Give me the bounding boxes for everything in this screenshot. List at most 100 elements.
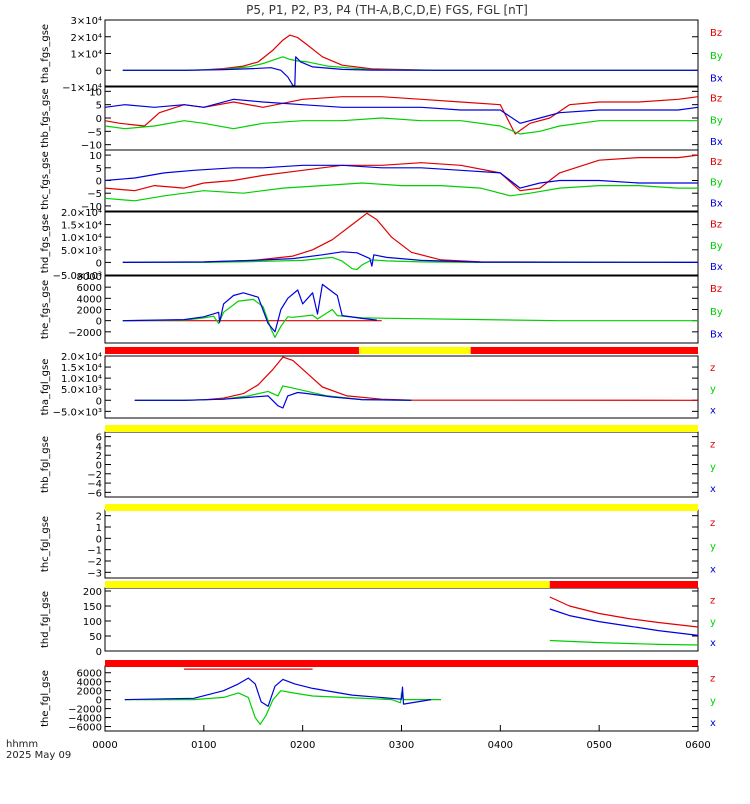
legend-entry: By [710,115,723,126]
series-line-Bz [104,96,699,135]
y-tick-label: 10 [89,151,102,162]
y-tick-label: −1 [87,546,102,557]
legend-entry: By [710,241,723,252]
panel-thd_fgl_gse: 200 150 100 50 0 thd_fgl_gse zyx [40,587,716,658]
status-bar [105,347,698,354]
status-bar-segment [105,347,360,354]
legend-entry: y [710,696,716,707]
status-bar [105,504,698,511]
legend-entry: Bx [710,74,723,85]
legend-entry: z [710,674,715,685]
status-bar-segment [105,581,550,588]
legend-entry: z [710,518,715,529]
y-tick-label: 5.0×10³ [61,385,102,396]
panel-frame [104,19,699,88]
legend-entry: Bz [710,157,722,168]
y-tick-label: 5 [96,164,102,175]
legend-entry: Bx [710,262,723,273]
y-tick-label: 1.5×10⁴ [61,363,102,374]
series-line-Bx [104,164,698,189]
y-tick-label: −5.0×10³ [53,407,102,418]
panel-label: tha_fgl_gse [40,359,51,416]
legend-entry: By [710,307,723,318]
legend-entry: x [710,638,716,649]
y-tick-label: 2.0×10⁴ [61,208,102,219]
y-tick-label: 2.0×10⁴ [61,352,102,363]
panel-thb_fgs_gse: 10 5 0 −5 −10 thb_fgs_gse Bz By Bx [40,85,723,152]
panel-label: thb_fgl_gse [40,436,51,493]
y-tick-label: 0 [96,396,102,407]
y-tick-label: 6000 [77,669,102,680]
x-axis: 0000 0100 0200 0300 0400 0500 0600 [92,725,711,751]
legend-entry: By [710,51,723,62]
series-line-x [134,391,412,409]
y-tick-label: 1 [96,523,102,534]
series-line-y [124,690,441,725]
legend-entry: x [710,564,716,575]
y-tick-label: −10 [81,141,102,152]
y-tick-label: −6000 [68,723,102,734]
legend-entry: Bx [710,330,723,341]
x-tick-label: 0000 [92,740,117,751]
panel-label: thd_fgs_gse [40,214,51,273]
y-tick-label: −6 [87,488,102,499]
status-bars-group [105,347,698,667]
y-tick-label: 0 [96,647,102,658]
series-line-By [122,256,698,271]
y-tick-label: 1.0×10⁴ [61,374,102,385]
panel-label: thb_fgs_gse [40,88,51,147]
y-tick-label: −2 [87,557,102,568]
y-tick-label: 0 [96,258,102,269]
y-tick-label: −5.0×10³ [53,271,102,282]
series-line-Bx [122,251,699,267]
x-tick-label: 0600 [685,740,710,751]
panel-frame [104,211,699,276]
y-tick-label: 50 [89,632,102,643]
legend-entry: Bz [710,219,722,230]
legend-entry: z [710,440,715,451]
legend-entry: Bx [710,137,723,148]
legend-entry: x [710,405,716,416]
legend-entry: x [710,718,716,729]
y-tick-label: 0 [96,461,102,472]
y-tick-label: 1.0×10⁴ [61,233,102,244]
panel-frame [104,509,699,579]
status-bar-segment [105,504,698,511]
x-tick-label: 0400 [488,740,513,751]
series-line-Bz [122,212,699,263]
y-tick-label: 8000 [77,272,102,283]
series-line-Bz [104,154,699,192]
panel-frame [104,587,699,652]
status-bar-segment [549,581,698,588]
legend-entry: Bz [710,284,722,295]
series-line-By [104,182,698,202]
y-tick-label: 200 [83,587,102,598]
chart-title: P5, P1, P2, P3, P4 (TH-A,B,C,D,E) FGS, F… [246,3,528,17]
legend-entry: y [710,617,716,628]
series-line-By [104,117,698,135]
panel-label: tha_fgs_gse [40,24,51,83]
y-tick-label: −1×10⁴ [62,83,102,94]
panel-frame [104,275,699,344]
y-tick-label: 0 [96,114,102,125]
y-tick-label: 5 [96,101,102,112]
series-line-By [122,298,698,338]
y-tick-label: −2000 [68,705,102,716]
y-tick-label: −2000 [68,328,102,339]
panel-thc_fgs_gse: 10 5 0−5 −10 thc_fgs_gse Bz By Bx [40,149,723,213]
y-tick-label: 150 [83,602,102,613]
x-unit-label: hhmm [6,739,38,750]
y-tick-label: 4 [96,442,102,453]
series-line-x [124,677,432,707]
legend-entry: x [710,484,716,495]
legend-entry: Bx [710,198,723,209]
panel-frame [104,85,699,151]
series-line-Bx [122,283,377,333]
legend-entry: Bz [710,28,722,39]
y-tick-label: 6 [96,433,102,444]
y-tick-label: 100 [83,617,102,628]
